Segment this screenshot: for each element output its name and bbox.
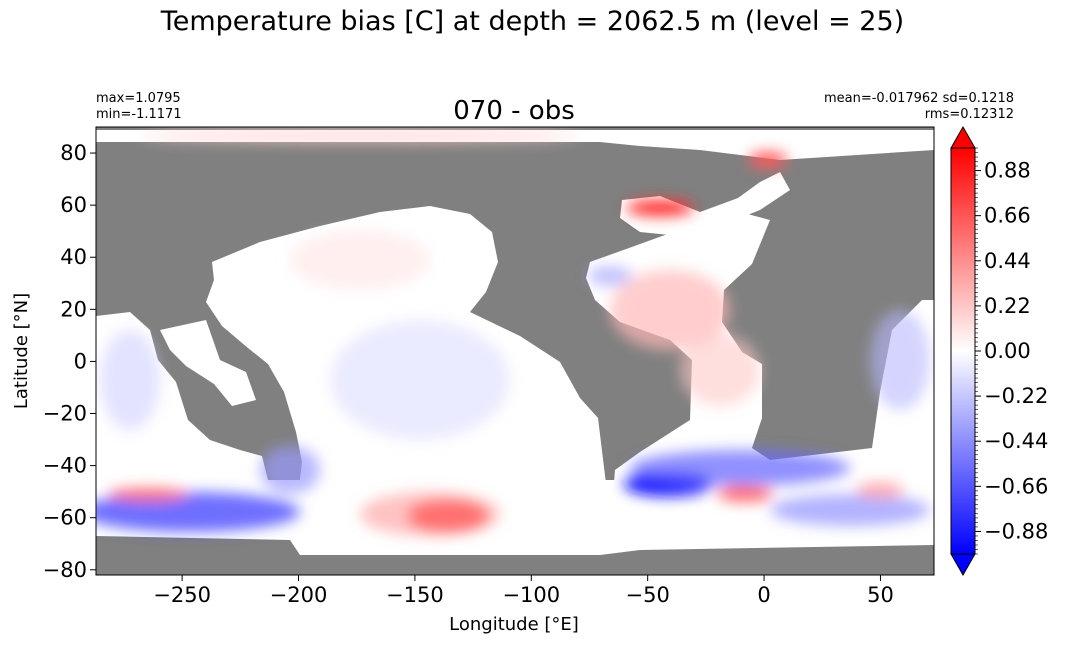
anomaly-pacific-cool [330,320,510,440]
y-tick-label: −80 [43,558,87,582]
colorbar-tick-label: 0.88 [984,159,1031,183]
colorbar: 0.88 0.66 0.44 0.22 0.00 −0.22 −0.44 −0.66 −0.88 [950,125,1048,577]
anomaly-south-indian-warm [108,488,188,500]
x-tick-label: −200 [270,583,328,607]
axes-frame [95,126,935,576]
x-tick-label: −100 [502,583,560,607]
y-tick-label: 80 [60,141,87,165]
y-axis: −80 −60 −40 −20 0 20 40 60 80 [43,141,96,582]
colorbar-ticks: 0.88 0.66 0.44 0.22 0.00 −0.22 −0.44 −0.66 −0.88 [975,147,1048,555]
anomaly-blobs [96,130,930,536]
anomaly-southwest-pacific-cold [260,446,320,494]
anomaly-south-indian-cold [96,492,300,532]
anomaly-north-atlantic-cold [588,266,632,286]
anomaly-north-atlantic-warm [610,270,730,350]
ocean-field [96,130,934,555]
anomaly-indian-west-cool [100,330,160,430]
colorbar-gradient [950,147,976,555]
ocean-labrador-nordic [620,172,790,236]
anomaly-arctic-warm [140,130,580,142]
y-tick-label: −60 [43,506,87,530]
stat-mean-sd: mean=-0.017962 sd=0.1218 [823,91,1014,106]
figure-suptitle: Temperature bias [C] at depth = 2062.5 m… [160,6,905,37]
colorbar-extend-max [950,125,976,149]
stat-rms: rms=0.12312 [924,107,1014,122]
x-tick-label: 0 [757,583,770,607]
x-axis-label: Longitude [°E] [449,614,579,635]
colorbar-tick-label: 0.44 [984,249,1031,273]
colorbar-tick-label: −0.88 [984,519,1048,543]
anomaly-indian-cool [870,310,930,410]
y-axis-label: Latitude [°N] [11,293,32,409]
y-tick-label: −20 [43,402,87,426]
anomaly-east-indian-cold [770,494,930,526]
ocean-pacific-nw [160,320,256,406]
colorbar-tick-label: −0.66 [984,474,1048,498]
colorbar-tick-label: −0.44 [984,429,1048,453]
colorbar-tick-label: 0.22 [984,294,1031,318]
x-tick-label: −50 [626,583,670,607]
stats-left: max=1.0795 min=-1.1171 [96,91,182,123]
y-tick-label: 40 [60,245,87,269]
x-tick-label: 50 [867,583,894,607]
anomaly-south-atlantic-warm-broad [680,334,760,406]
x-tick-label: −250 [153,583,211,607]
y-tick-label: 20 [60,297,87,321]
anomaly-south-atlantic-warm [717,486,773,502]
y-tick-label: 0 [74,349,87,373]
anomaly-south-atlantic-cold [630,450,850,486]
anomaly-nordic-warm [748,152,788,168]
ocean-arctic-east [600,142,934,160]
anomaly-south-pacific-warm-halo [360,492,500,536]
colorbar-tick-label: 0.00 [984,339,1031,363]
y-tick-label: 60 [60,193,87,217]
colorbar-tick-label: −0.22 [984,384,1048,408]
y-tick-label: −40 [43,454,87,478]
anomaly-indian-warm [856,482,904,498]
colorbar-extend-min [950,553,976,577]
colorbar-tick-label: 0.66 [984,204,1031,228]
map-plot-area [96,127,934,575]
stats-right: mean=-0.017962 sd=0.1218 rms=0.12312 [824,91,1014,123]
x-tick-label: −150 [386,583,444,607]
stat-min: min=-1.1171 [96,107,182,122]
anomaly-north-pacific-warm [290,230,430,290]
anomaly-labrador-warm [626,200,694,216]
panel-title: 070 - obs [453,96,575,126]
x-axis: −250 −200 −150 −100 −50 0 50 [153,575,894,607]
stat-max: max=1.0795 [96,91,181,106]
